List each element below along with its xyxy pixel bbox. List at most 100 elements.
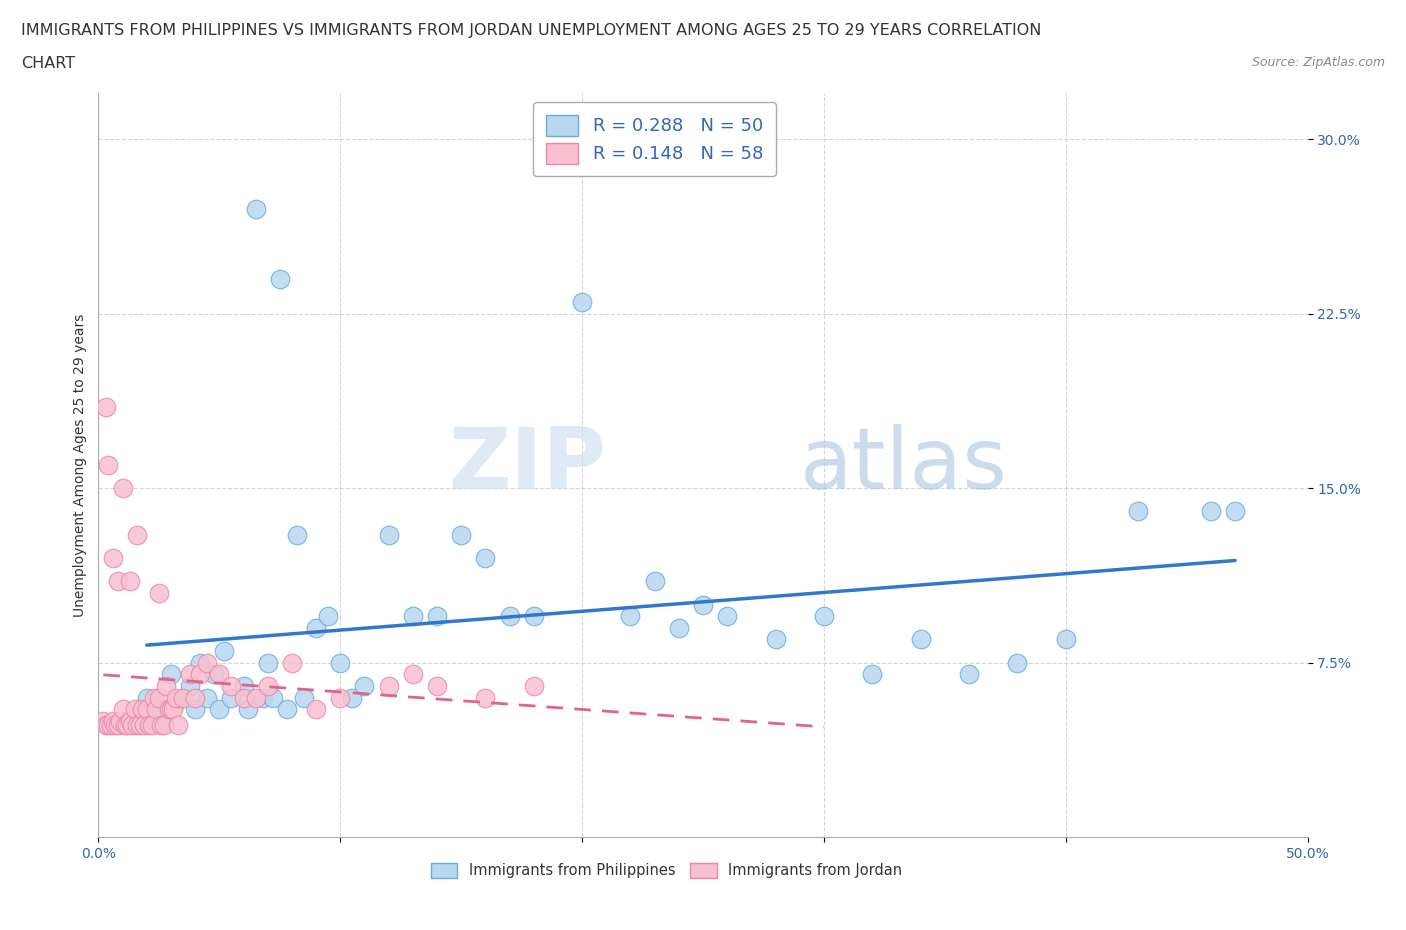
Point — [101, 713, 124, 728]
Point — [148, 586, 170, 601]
Point — [402, 667, 425, 682]
Point — [245, 690, 267, 705]
Point — [252, 690, 274, 705]
Point — [124, 702, 146, 717]
Point — [188, 656, 211, 671]
Point — [143, 690, 166, 705]
Text: atlas: atlas — [800, 423, 1008, 507]
Point — [108, 713, 131, 728]
Point — [1007, 656, 1029, 671]
Point — [179, 667, 201, 682]
Point — [94, 718, 117, 733]
Text: ZIP: ZIP — [449, 423, 606, 507]
Point — [353, 679, 375, 694]
Point — [160, 702, 183, 717]
Y-axis label: Unemployment Among Ages 25 to 29 years: Unemployment Among Ages 25 to 29 years — [73, 313, 87, 617]
Point — [157, 702, 180, 717]
Point — [377, 679, 399, 694]
Point — [148, 702, 170, 717]
Point — [97, 458, 120, 472]
Point — [134, 718, 156, 733]
Point — [1128, 504, 1150, 519]
Point — [107, 718, 129, 733]
Point — [305, 702, 328, 717]
Point — [238, 702, 260, 717]
Point — [1199, 504, 1222, 519]
Point — [256, 656, 278, 671]
Point — [104, 718, 127, 733]
Point — [256, 679, 278, 694]
Point — [221, 690, 243, 705]
Point — [155, 679, 177, 694]
Point — [184, 690, 207, 705]
Point — [426, 679, 449, 694]
Point — [204, 667, 226, 682]
Point — [860, 667, 883, 682]
Point — [285, 527, 308, 542]
Point — [167, 718, 190, 733]
Point — [329, 690, 352, 705]
Point — [716, 609, 738, 624]
Point — [813, 609, 835, 624]
Point — [121, 718, 143, 733]
Point — [165, 690, 187, 705]
Point — [135, 690, 157, 705]
Point — [141, 718, 163, 733]
Text: CHART: CHART — [21, 56, 75, 71]
Point — [150, 718, 173, 733]
Point — [179, 679, 201, 694]
Point — [644, 574, 666, 589]
Point — [316, 609, 339, 624]
Point — [152, 718, 174, 733]
Point — [692, 597, 714, 612]
Text: IMMIGRANTS FROM PHILIPPINES VS IMMIGRANTS FROM JORDAN UNEMPLOYMENT AMONG AGES 25: IMMIGRANTS FROM PHILIPPINES VS IMMIGRANT… — [21, 23, 1042, 38]
Point — [498, 609, 520, 624]
Point — [571, 295, 593, 310]
Point — [138, 718, 160, 733]
Point — [957, 667, 980, 682]
Point — [127, 527, 149, 542]
Point — [305, 620, 328, 635]
Point — [117, 718, 139, 733]
Text: Source: ZipAtlas.com: Source: ZipAtlas.com — [1251, 56, 1385, 69]
Point — [402, 609, 425, 624]
Point — [94, 400, 117, 415]
Point — [474, 551, 496, 565]
Point — [111, 702, 134, 717]
Point — [276, 702, 298, 717]
Point — [426, 609, 449, 624]
Point — [195, 690, 218, 705]
Point — [208, 702, 231, 717]
Point — [127, 718, 149, 733]
Point — [160, 667, 183, 682]
Point — [523, 609, 546, 624]
Point — [262, 690, 284, 705]
Point — [135, 702, 157, 717]
Point — [128, 718, 150, 733]
Point — [342, 690, 364, 705]
Point — [118, 574, 141, 589]
Point — [765, 632, 787, 647]
Point — [195, 656, 218, 671]
Point — [165, 695, 187, 710]
Point — [1223, 504, 1246, 519]
Point — [145, 702, 167, 717]
Point — [245, 202, 267, 217]
Point — [208, 667, 231, 682]
Point — [329, 656, 352, 671]
Point — [172, 690, 194, 705]
Point — [910, 632, 932, 647]
Point — [269, 272, 291, 286]
Point — [292, 690, 315, 705]
Point — [184, 702, 207, 717]
Point — [162, 702, 184, 717]
Point — [212, 644, 235, 658]
Point — [148, 690, 170, 705]
Point — [131, 702, 153, 717]
Point — [619, 609, 641, 624]
Point — [221, 679, 243, 694]
Point — [107, 574, 129, 589]
Legend: Immigrants from Philippines, Immigrants from Jordan: Immigrants from Philippines, Immigrants … — [423, 856, 910, 885]
Point — [232, 690, 254, 705]
Point — [281, 656, 304, 671]
